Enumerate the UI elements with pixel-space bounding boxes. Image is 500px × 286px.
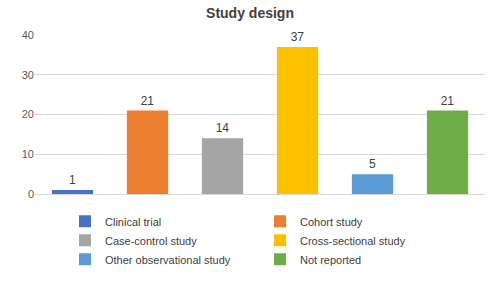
svg-text:Study design: Study design [206,5,294,21]
svg-text:1: 1 [69,173,76,187]
svg-text:Case-control study: Case-control study [105,235,197,247]
svg-text:Not reported: Not reported [300,254,361,266]
svg-text:20: 20 [22,108,34,120]
svg-text:0: 0 [28,188,34,200]
svg-text:10: 10 [22,148,34,160]
svg-text:14: 14 [216,121,230,135]
svg-text:40: 40 [22,29,34,41]
svg-text:5: 5 [369,157,376,171]
svg-text:37: 37 [291,30,305,44]
svg-text:Cohort study: Cohort study [300,216,363,228]
svg-text:Cross-sectional study: Cross-sectional study [300,235,406,247]
svg-text:21: 21 [141,94,155,108]
svg-text:30: 30 [22,69,34,81]
svg-text:Clinical trial: Clinical trial [105,216,161,228]
svg-text:Other observational study: Other observational study [105,254,231,266]
svg-text:21: 21 [441,94,455,108]
